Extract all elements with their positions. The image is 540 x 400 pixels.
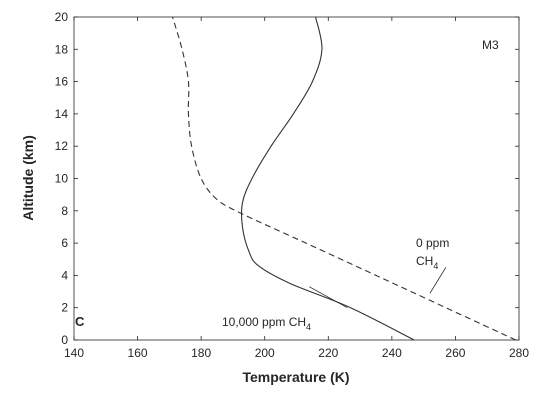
x-tick-label: 160 (128, 346, 148, 360)
annotation-ten-thousand-ppm: 10,000 ppm CH4 (222, 315, 311, 332)
y-tick-label: 2 (61, 301, 68, 315)
x-tick-label: 140 (64, 346, 84, 360)
y-tick-label: 6 (61, 236, 68, 250)
plot-area (73, 16, 520, 341)
panel-label: C (75, 314, 85, 329)
annotation-zero-ppm-line1: 0 ppm (416, 236, 449, 250)
y-tick-label: 10 (55, 172, 69, 186)
model-label: M3 (482, 38, 499, 52)
annotation-zero-ppm: 0 ppm CH4 (416, 236, 449, 271)
y-tick-label: 4 (61, 268, 68, 282)
x-tick-label: 240 (382, 346, 402, 360)
x-tick-label: 180 (191, 346, 211, 360)
annotation-pointer-zero (429, 267, 447, 294)
y-tick-label: 0 (61, 333, 68, 347)
x-tick-label: 220 (318, 346, 338, 360)
x-tick-label: 200 (255, 346, 275, 360)
y-tick-label: 18 (55, 42, 69, 56)
annotation-zero-ppm-ch: CH (416, 254, 433, 268)
x-tick-label: 280 (509, 346, 529, 360)
y-tick-label: 12 (55, 139, 69, 153)
x-axis-title: Temperature (K) (242, 369, 349, 385)
y-tick-label: 14 (55, 107, 69, 121)
x-tick-label: 260 (445, 346, 465, 360)
y-axis-title: Altitude (km) (20, 135, 36, 221)
y-tick-label: 20 (55, 10, 69, 24)
annotation-pointer-tenk (309, 286, 348, 309)
annotation-ten-thousand-ppm-subscript: 4 (306, 322, 311, 332)
series-line-ten-thousand-ppm (240, 16, 415, 341)
series-line-zero-ppm (172, 16, 517, 341)
y-tick-label: 8 (61, 204, 68, 218)
annotation-ten-thousand-ppm-main: 10,000 ppm CH (222, 315, 306, 329)
y-tick-label: 16 (55, 75, 69, 89)
annotation-zero-ppm-subscript: 4 (433, 261, 438, 271)
